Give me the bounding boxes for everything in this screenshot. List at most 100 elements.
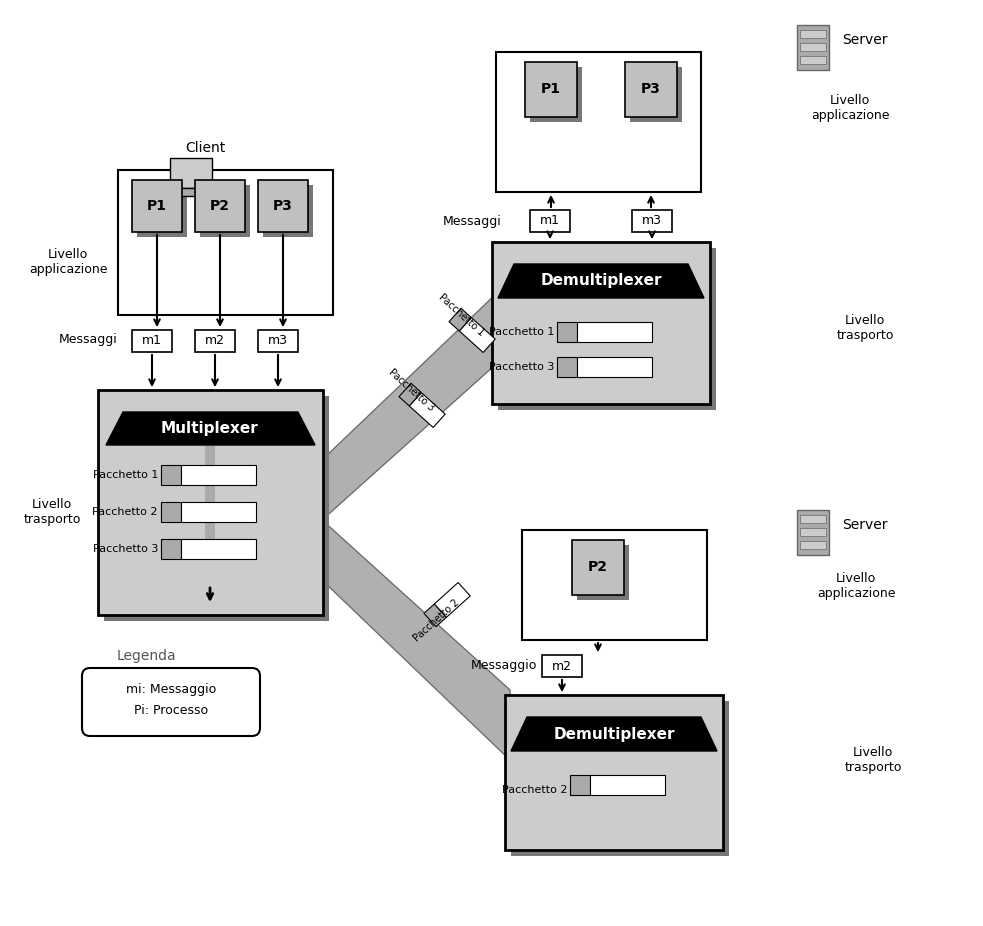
Bar [557,357,577,377]
Bar [557,322,577,342]
Text: Pacchetto 3: Pacchetto 3 [489,362,554,372]
Text: Client: Client [185,141,225,155]
Text: Messaggi: Messaggi [59,333,118,346]
Text: Demultiplexer: Demultiplexer [541,273,662,289]
Bar [104,396,329,621]
Bar [511,701,729,856]
Bar [498,248,716,410]
Bar [625,62,677,117]
Text: Livello: Livello [844,314,885,327]
Bar [132,330,172,352]
Text: Pacchetto 2: Pacchetto 2 [412,597,461,643]
Polygon shape [322,520,510,760]
Bar [800,515,826,523]
Bar [195,330,235,352]
Bar [161,502,181,522]
Bar [570,775,590,795]
Text: applicazione: applicazione [817,587,896,600]
Polygon shape [511,717,717,751]
Bar [522,530,707,640]
Bar [449,308,472,332]
Bar [399,383,422,407]
Text: P3: P3 [641,82,661,96]
Text: m2: m2 [205,334,225,347]
Bar [492,242,710,404]
Text: Pacchetto 2: Pacchetto 2 [92,507,158,517]
Text: Livello: Livello [31,498,72,511]
Text: Livello: Livello [836,571,876,584]
Bar [161,539,181,559]
Text: P1: P1 [541,82,561,96]
Text: P1: P1 [147,199,167,213]
Bar [170,158,212,188]
Bar [800,528,826,536]
Text: Pacchetto 1: Pacchetto 1 [489,327,554,337]
Bar [434,582,470,618]
Bar [800,43,826,51]
Text: Pi: Processo: Pi: Processo [134,704,208,717]
Text: m1: m1 [540,215,560,228]
Bar [118,170,333,315]
Bar [263,185,313,237]
Text: m1: m1 [142,334,162,347]
Bar [98,390,323,615]
Text: trasporto: trasporto [837,330,894,343]
Text: Pacchetto 1: Pacchetto 1 [92,470,158,480]
Text: P2: P2 [588,560,608,574]
Bar [630,67,682,122]
Bar [797,25,829,70]
Text: P3: P3 [273,199,293,213]
Text: Legenda: Legenda [117,649,177,663]
Polygon shape [322,295,495,520]
Bar [530,67,582,122]
Bar [181,502,256,522]
Text: Livello: Livello [853,745,894,758]
Bar [496,52,701,192]
Bar [258,180,308,232]
Bar [161,465,181,485]
Bar [577,322,652,342]
Bar [200,185,250,237]
Bar [137,185,187,237]
Text: Messaggio: Messaggio [471,659,537,672]
Bar [195,180,245,232]
Bar [505,695,723,850]
Text: Server: Server [842,518,888,532]
Bar [409,393,445,428]
Text: m3: m3 [268,334,288,347]
Bar [577,545,629,600]
Text: Livello: Livello [48,248,88,261]
Text: Pacchetto 1: Pacchetto 1 [437,292,487,338]
Bar [590,775,665,795]
Bar [181,539,256,559]
Text: Multiplexer: Multiplexer [161,420,259,435]
Polygon shape [498,264,704,298]
FancyBboxPatch shape [82,668,260,736]
Text: Pacchetto 3: Pacchetto 3 [387,367,436,413]
Text: trasporto: trasporto [844,761,901,774]
Bar [542,655,582,677]
Bar [800,56,826,64]
Text: mi: Messaggio: mi: Messaggio [126,683,216,696]
Text: m2: m2 [552,659,572,672]
Bar [797,510,829,555]
Bar [132,180,182,232]
Text: P2: P2 [210,199,230,213]
Text: Messaggi: Messaggi [443,215,502,228]
Bar [525,62,577,117]
Bar [800,30,826,38]
Text: applicazione: applicazione [811,109,890,122]
Text: Demultiplexer: Demultiplexer [553,727,674,742]
Bar [800,541,826,549]
Text: Livello: Livello [830,94,870,106]
Bar [181,465,256,485]
Text: m3: m3 [642,215,662,228]
Bar [572,540,624,595]
Text: Pacchetto 2: Pacchetto 2 [501,785,567,795]
Bar [424,604,446,627]
Bar [530,210,570,232]
Bar [632,210,672,232]
Bar [165,188,217,196]
Bar [577,357,652,377]
Text: Server: Server [842,33,888,47]
